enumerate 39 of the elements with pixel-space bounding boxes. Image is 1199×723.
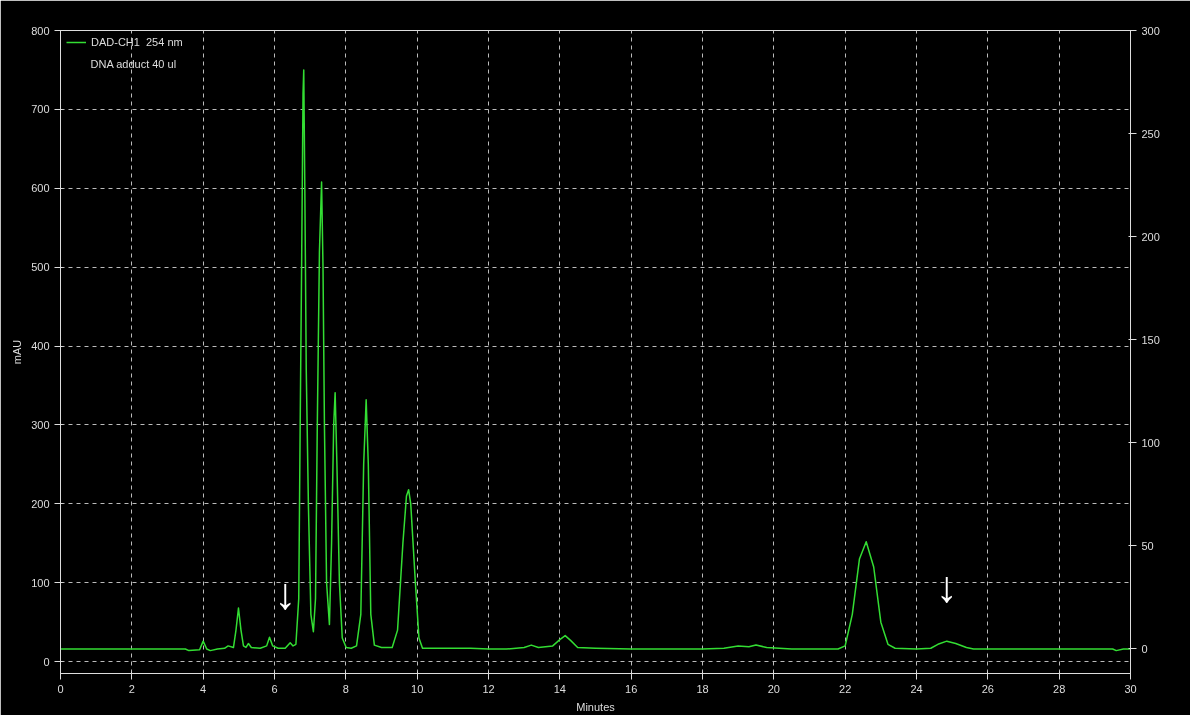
- y-axis-title: mAU: [11, 339, 24, 365]
- y-tick-label: 500: [31, 261, 50, 274]
- y-tick-label: 200: [31, 497, 50, 510]
- y-tick-label: 700: [31, 103, 50, 116]
- y-tick-label: 0: [43, 655, 50, 668]
- x-tick-label: 12: [482, 682, 495, 695]
- x-tick-label: 26: [981, 682, 994, 695]
- x-tick-label: 4: [200, 682, 207, 695]
- x-tick-label: 6: [271, 682, 278, 695]
- x-tick-label: 10: [411, 682, 424, 695]
- y2-tick-label: 50: [1141, 539, 1154, 552]
- x-tick-label: 24: [910, 682, 923, 695]
- x-tick-label: 22: [839, 682, 852, 695]
- y2-tick-label: 200: [1141, 230, 1160, 243]
- x-tick-label: 0: [57, 682, 64, 695]
- x-tick-label: 20: [767, 682, 780, 695]
- x-tick-label: 2: [128, 682, 135, 695]
- y2-tick-label: 250: [1141, 127, 1160, 140]
- y-tick-label: 300: [31, 418, 50, 431]
- y2-tick-label: 100: [1141, 436, 1160, 449]
- y-tick-label: 100: [31, 576, 50, 589]
- y2-tick-label: 150: [1141, 333, 1160, 346]
- annotation: ↓: [274, 569, 297, 619]
- annotation: DNA adduct 40 ul: [90, 57, 177, 70]
- x-axis-title: Minutes: [576, 700, 616, 713]
- y2-tick-label: 300: [1141, 24, 1160, 37]
- x-tick-label: 16: [625, 682, 638, 695]
- annotation: ↓: [935, 562, 958, 612]
- x-tick-label: 8: [342, 682, 349, 695]
- line-series: [60, 69, 1131, 652]
- x-tick-label: 14: [553, 682, 566, 695]
- y2-tick-label: 0: [1141, 642, 1148, 655]
- legend-label: DAD-CH1 254 nm: [91, 36, 183, 48]
- y-tick-label: 400: [31, 340, 50, 353]
- y-tick-label: 800: [31, 24, 50, 37]
- x-tick-label: 28: [1053, 682, 1066, 695]
- x-tick-label: 18: [696, 682, 709, 695]
- x-tick-label: 30: [1124, 682, 1137, 695]
- y-tick-label: 600: [31, 182, 50, 195]
